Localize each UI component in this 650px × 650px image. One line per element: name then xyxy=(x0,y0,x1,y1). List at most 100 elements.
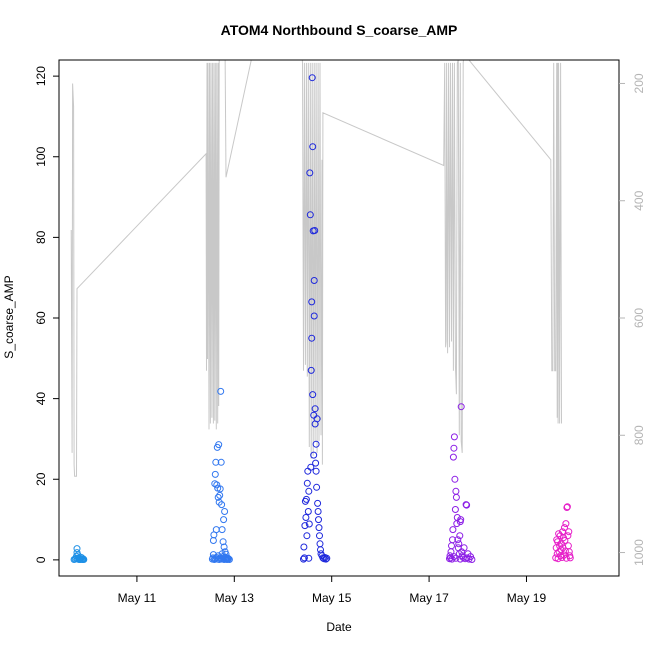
y-tick-label: 80 xyxy=(34,230,48,244)
scatter-points-layer xyxy=(70,74,574,563)
data-point xyxy=(565,528,573,536)
data-point xyxy=(220,543,228,551)
data-point xyxy=(307,463,315,471)
data-point xyxy=(305,554,313,562)
data-point xyxy=(73,545,81,553)
data-point xyxy=(563,503,571,511)
data-point xyxy=(468,556,476,563)
data-point xyxy=(463,554,471,562)
data-point xyxy=(310,312,318,320)
data-point xyxy=(457,516,465,524)
data-point xyxy=(213,481,221,489)
data-point xyxy=(311,405,319,413)
depth-line xyxy=(70,60,562,477)
x-tick-label: May 15 xyxy=(312,591,352,605)
data-point xyxy=(455,540,463,548)
series-2 xyxy=(300,74,331,563)
y-axis-label: S_coarse_AMP xyxy=(2,275,16,358)
data-point xyxy=(221,508,229,515)
data-point xyxy=(300,543,308,551)
data-point xyxy=(302,495,310,503)
data-point xyxy=(306,211,314,219)
data-point xyxy=(217,458,225,466)
data-point xyxy=(313,415,321,423)
data-point xyxy=(303,479,311,487)
data-point xyxy=(449,536,456,544)
data-point xyxy=(566,554,574,562)
axes-layer: May 11 May 13 May 15 May 17 May 19 0 20 40 60 80 1… xyxy=(34,66,646,605)
x-tick-label: May 19 xyxy=(507,591,547,605)
data-point xyxy=(309,143,317,151)
data-point xyxy=(303,532,311,540)
data-point xyxy=(301,522,309,530)
y2-tick-label: 400 xyxy=(632,190,646,210)
data-point xyxy=(561,524,568,532)
series-0 xyxy=(70,545,88,563)
data-point xyxy=(308,74,316,82)
data-point xyxy=(313,483,321,491)
y2-tick-label: 600 xyxy=(632,308,646,328)
data-point xyxy=(220,516,228,524)
data-point xyxy=(322,555,330,563)
data-point xyxy=(456,532,464,540)
data-point xyxy=(215,498,223,506)
y2-tick-label: 800 xyxy=(632,425,646,445)
data-point xyxy=(323,554,331,562)
data-point xyxy=(305,520,313,528)
data-point xyxy=(314,499,322,507)
data-point xyxy=(309,391,317,399)
data-point xyxy=(308,334,316,342)
data-point xyxy=(553,550,561,558)
data-point xyxy=(450,553,458,561)
data-point xyxy=(452,493,460,501)
y-tick-label: 100 xyxy=(34,146,48,166)
data-point xyxy=(564,532,572,540)
data-point xyxy=(556,542,564,550)
data-point xyxy=(450,433,458,441)
data-point xyxy=(306,169,314,177)
data-point xyxy=(219,538,227,546)
y-tick-label: 20 xyxy=(34,472,48,486)
chart-title: ATOM4 Northbound S_coarse_AMP xyxy=(221,22,458,38)
data-point xyxy=(216,485,224,493)
data-point xyxy=(218,526,226,534)
data-point xyxy=(314,508,322,515)
data-point xyxy=(300,555,307,563)
data-point xyxy=(450,444,458,452)
data-point xyxy=(225,556,233,563)
data-point xyxy=(214,493,222,501)
data-point xyxy=(302,514,310,521)
data-point xyxy=(305,487,313,495)
data-point xyxy=(218,501,226,509)
data-point xyxy=(315,516,322,524)
x-axis-label: Date xyxy=(326,620,352,634)
data-point xyxy=(449,453,457,461)
x-tick-label: May 17 xyxy=(409,591,449,605)
data-point xyxy=(312,459,320,467)
data-point xyxy=(211,470,219,478)
data-point xyxy=(312,467,320,475)
y-tick-label: 120 xyxy=(34,66,48,86)
y-tick-label: 60 xyxy=(34,311,48,325)
data-point xyxy=(80,556,88,563)
y-tick-label: 0 xyxy=(34,556,48,563)
data-point xyxy=(304,508,312,515)
data-point xyxy=(460,544,468,552)
data-point xyxy=(452,554,460,562)
y2-tick-label: 1000 xyxy=(632,539,646,566)
data-point xyxy=(562,520,570,528)
data-point xyxy=(311,227,319,234)
data-point xyxy=(554,538,562,546)
data-point xyxy=(217,387,225,395)
data-point xyxy=(308,298,316,306)
y-tick-label: 40 xyxy=(34,392,48,406)
data-point xyxy=(310,277,318,284)
data-point xyxy=(457,403,465,411)
data-point xyxy=(215,441,223,449)
data-point xyxy=(451,506,459,513)
data-point xyxy=(216,491,224,499)
data-point xyxy=(449,526,457,534)
series-4 xyxy=(552,503,574,563)
